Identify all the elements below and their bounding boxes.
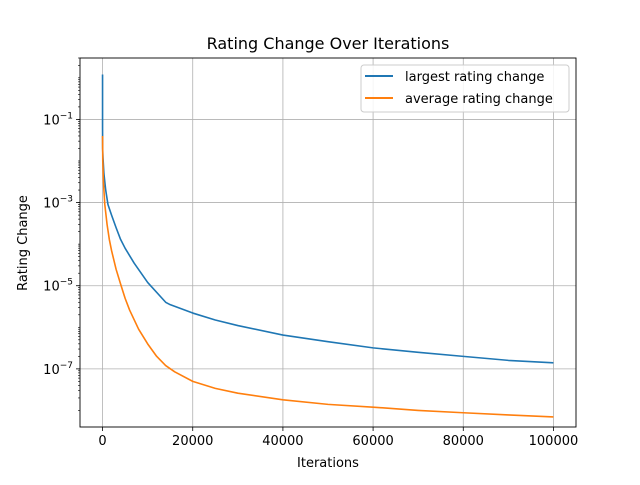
legend-box: [360, 64, 570, 113]
legend-label-average: average rating change: [405, 92, 553, 107]
x-tick-label: 60000: [352, 434, 393, 449]
plot-lines: [101, 74, 554, 418]
x-tick-label: 0: [98, 434, 106, 449]
plot-frame: [79, 57, 577, 428]
chart-title: Rating Change Over Iterations: [207, 34, 450, 53]
y-tick-label: 10−3: [43, 195, 73, 212]
y-tick-label: 10−1: [43, 111, 73, 128]
x-tick-label: 100000: [529, 434, 579, 449]
x-axis-label: Iterations: [297, 456, 359, 471]
y-tick-label: 10−5: [43, 278, 73, 295]
y-tick-label: 10−7: [43, 361, 73, 378]
x-tick-label: 20000: [172, 434, 213, 449]
legend-label-largest: largest rating change: [405, 70, 544, 85]
grid: [80, 58, 576, 427]
series-line-average: [101, 135, 554, 418]
x-tick-label: 80000: [443, 434, 484, 449]
y-axis-label: Rating Change: [16, 195, 31, 291]
x-tick-label: 40000: [262, 434, 303, 449]
axis-ticks: 0 20000 40000 60000 80000 100000 10−1 10−3 10−5 1…: [43, 57, 579, 449]
legend: largest rating change average rating cha…: [360, 64, 570, 113]
